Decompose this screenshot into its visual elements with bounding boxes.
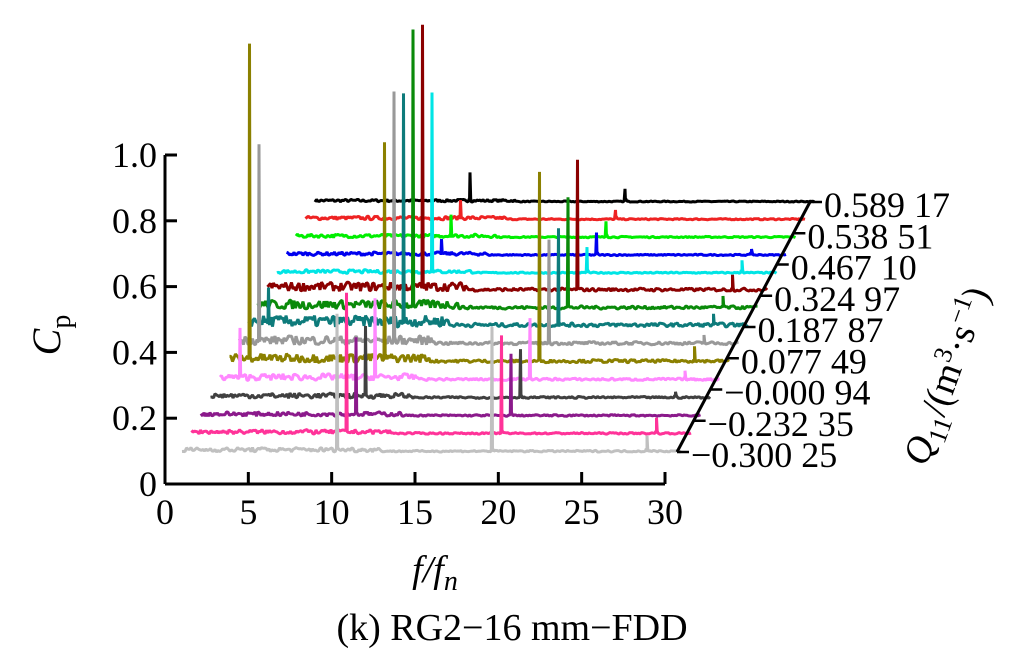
axes: 0 0.2 0.4 0.6 0.8 1.0 0 5 10 15 20 25 30 Cp f/fn bbox=[24, 135, 683, 597]
depth-tick-label: 0.538 51 bbox=[807, 216, 933, 256]
series-trace-10 bbox=[266, 24, 769, 293]
y-axis-title: Cp bbox=[24, 315, 77, 356]
y-tick-label: 0.8 bbox=[112, 201, 157, 241]
series-trace-14 bbox=[304, 200, 806, 222]
series-trace-4 bbox=[210, 325, 712, 400]
x-tick-label: 15 bbox=[397, 492, 433, 532]
depth-tick-label: 0.077 49 bbox=[741, 341, 867, 381]
y-tick-label: 1.0 bbox=[112, 135, 157, 175]
depth-tick-label: −0.300 25 bbox=[691, 435, 837, 475]
x-tick-label: 5 bbox=[239, 492, 257, 532]
y-tick-label: 0.4 bbox=[112, 332, 157, 372]
series-trace-11 bbox=[276, 92, 778, 275]
figure-caption: (k) RG2−16 mm−FDD bbox=[336, 607, 688, 649]
series-trace-7 bbox=[237, 91, 739, 347]
series-trace-6 bbox=[229, 43, 730, 365]
x-tick-label: 20 bbox=[480, 492, 516, 532]
depth-tick-label: 0.589 17 bbox=[824, 185, 950, 225]
series-trace-1 bbox=[181, 313, 683, 454]
series-trace-15 bbox=[313, 172, 816, 204]
x-axis-title: f/fn bbox=[412, 549, 458, 597]
depth-tick-label: −0.232 35 bbox=[708, 404, 854, 444]
series-trace-2 bbox=[190, 292, 692, 436]
series-trace-8 bbox=[247, 93, 750, 329]
depth-tick-label: −0.000 94 bbox=[724, 373, 870, 413]
depth-tick-label: 0.467 10 bbox=[791, 248, 917, 288]
y-tick-label: 0 bbox=[139, 464, 157, 504]
x-tick-label: 0 bbox=[156, 492, 174, 532]
depth-axis-title: Q11/(m3·s−1) bbox=[891, 280, 1004, 473]
x-tick-label: 25 bbox=[564, 492, 600, 532]
depth-tick-label: 0.187 87 bbox=[758, 310, 884, 350]
series-trace-5 bbox=[218, 298, 720, 382]
x-tick-label: 10 bbox=[314, 492, 350, 532]
series-trace-3 bbox=[199, 337, 701, 418]
x-tick-label: 30 bbox=[647, 492, 683, 532]
series-trace-9 bbox=[256, 29, 758, 311]
series-traces bbox=[181, 24, 816, 454]
series-trace-13 bbox=[294, 214, 797, 240]
depth-tick-label: 0.324 97 bbox=[774, 279, 900, 319]
y-tick-label: 0.6 bbox=[112, 267, 157, 307]
y-tick-label: 0.2 bbox=[112, 398, 157, 438]
depth-axis: 0.589 170.538 510.467 100.324 970.187 87… bbox=[675, 185, 1004, 475]
